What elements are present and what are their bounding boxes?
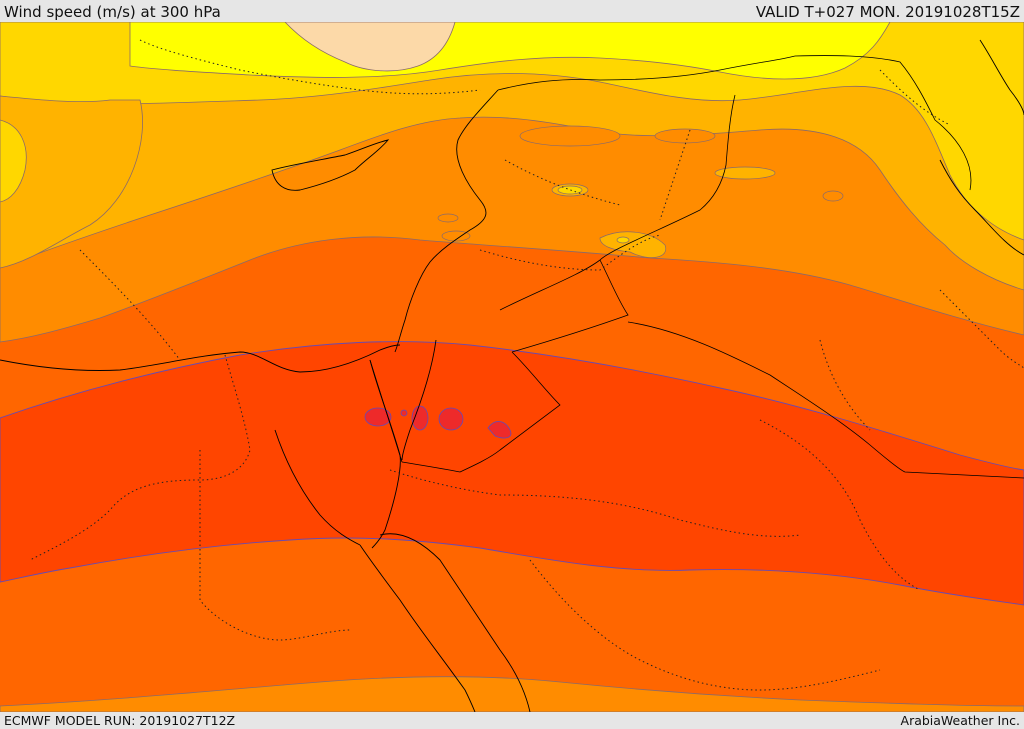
band-red-patches: [364, 405, 512, 439]
band-peach: [284, 22, 456, 72]
borders-solid: [369, 55, 1024, 479]
model-run-label: ECMWF MODEL RUN: 20191027T12Z: [4, 713, 236, 728]
band-red-orange: [0, 341, 1024, 606]
wind-speed-map: [0, 22, 1024, 712]
borders-dotted: [29, 39, 1024, 691]
map-title: Wind speed (m/s) at 300 hPa: [4, 3, 221, 21]
coastlines: [0, 39, 1024, 712]
credit-label: ArabiaWeather Inc.: [900, 713, 1020, 728]
valid-time-label: VALID T+027 MON. 20191028T15Z: [755, 3, 1020, 21]
band-amber-left: [0, 95, 143, 269]
band-gold-left: [0, 119, 27, 203]
band-orange-bottom: [0, 676, 1024, 712]
band-orange-patches: [437, 125, 844, 242]
